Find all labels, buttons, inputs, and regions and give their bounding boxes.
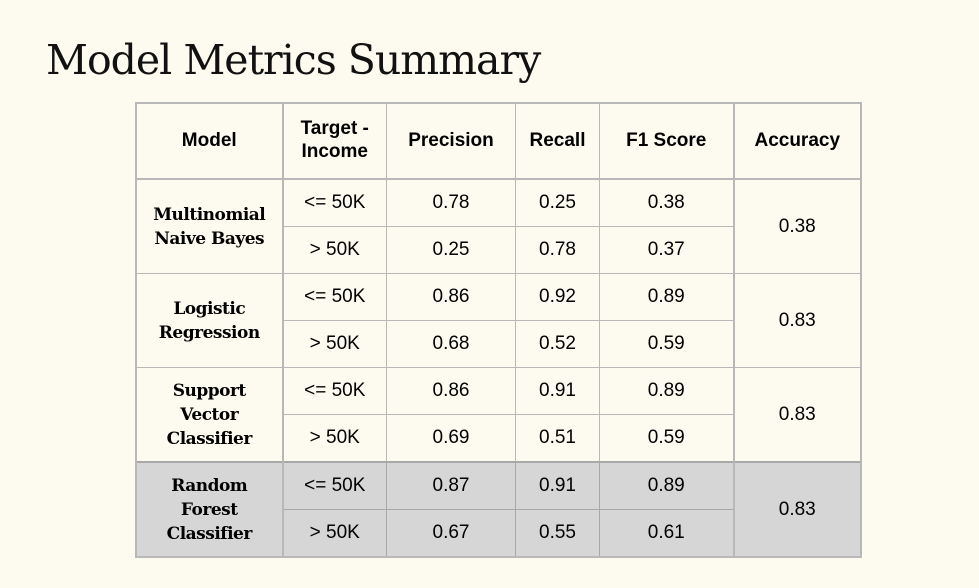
precision-cell: 0.68 — [386, 320, 516, 368]
model-name-line: Naive Bayes — [154, 228, 265, 249]
f1-score-cell: 0.89 — [599, 367, 734, 415]
model-name-line: Forest — [180, 499, 238, 520]
precision-cell: 0.25 — [386, 226, 516, 274]
f1-score-cell: 0.59 — [599, 320, 734, 368]
recall-cell: 0.52 — [515, 320, 600, 368]
model-name-cell: Multinomial Naive Bayes — [136, 178, 283, 274]
f1-score-cell: 0.61 — [599, 509, 734, 557]
model-name-cell: Logistic Regression — [136, 273, 283, 368]
page-title: Model Metrics Summary — [46, 36, 541, 84]
target-income-cell: > 50K — [281, 509, 387, 557]
target-income-cell: <= 50K — [281, 178, 387, 227]
model-name-cell: Support Vector Classifier — [136, 367, 283, 463]
accuracy-cell: 0.83 — [732, 461, 861, 557]
model-name-line: Vector — [180, 404, 239, 425]
header-f1-score: F1 Score — [599, 103, 734, 180]
model-name-line: Logistic — [173, 298, 246, 319]
table-row: Multinomial Naive Bayes <= 50K 0.78 0.25 0.38… — [136, 178, 861, 274]
model-name-line: Support — [172, 380, 247, 401]
f1-score-cell: 0.89 — [599, 461, 734, 510]
table-row: Support Vector Classifier <= 50K 0.86 0.91 0.8… — [136, 367, 861, 463]
target-income-cell: <= 50K — [281, 273, 387, 321]
precision-cell: 0.87 — [386, 461, 516, 510]
recall-cell: 0.25 — [515, 178, 600, 227]
accuracy-cell: 0.83 — [732, 367, 861, 463]
target-income-cell: > 50K — [281, 320, 387, 368]
target-income-cell: > 50K — [281, 226, 387, 274]
f1-score-cell: 0.38 — [599, 178, 734, 227]
model-name-line: Classifier — [166, 428, 253, 449]
accuracy-cell: 0.83 — [732, 273, 861, 368]
header-row: Model Target - Income Precision Recall F… — [136, 103, 861, 180]
header-target-line1: Target - — [300, 118, 369, 140]
precision-cell: 0.69 — [386, 414, 516, 463]
table-row: > 50K 0.68 0.52 0.59 — [137, 320, 861, 368]
metrics-table: Model Target - Income Precision Recall F… — [135, 102, 862, 558]
model-name-line: Regression — [158, 322, 260, 343]
recall-cell: 0.91 — [515, 461, 600, 510]
header-precision: Precision — [386, 103, 516, 180]
header-target-line2: Income — [301, 141, 369, 162]
header-model: Model — [136, 103, 283, 180]
header-target-income: Target - Income — [281, 103, 387, 180]
table-row: Logistic Regression <= 50K 0.86 0.92 0.89 0.83 — [136, 273, 861, 368]
recall-cell: 0.51 — [515, 414, 600, 463]
table-row: > 50K 0.25 0.78 0.37 — [137, 226, 861, 274]
model-name-line: Multinomial — [153, 204, 266, 225]
precision-cell: 0.86 — [386, 367, 516, 415]
target-income-cell: <= 50K — [281, 461, 387, 510]
table-row: > 50K 0.69 0.51 0.59 — [137, 414, 861, 463]
table-body: Multinomial Naive Bayes <= 50K 0.78 0.25 0.38… — [136, 178, 861, 557]
precision-cell: 0.86 — [386, 273, 516, 321]
recall-cell: 0.91 — [515, 367, 600, 415]
model-name-line: Classifier — [166, 523, 253, 544]
recall-cell: 0.78 — [515, 226, 600, 274]
model-name-line: Random — [171, 475, 248, 496]
header-accuracy: Accuracy — [732, 103, 861, 180]
header-recall: Recall — [515, 103, 600, 180]
accuracy-cell: 0.38 — [732, 178, 861, 274]
recall-cell: 0.92 — [515, 273, 600, 321]
f1-score-cell: 0.89 — [599, 273, 734, 321]
target-income-cell: <= 50K — [281, 367, 387, 415]
precision-cell: 0.67 — [386, 509, 516, 557]
f1-score-cell: 0.59 — [599, 414, 734, 463]
model-name-cell: Random Forest Classifier — [136, 461, 283, 557]
recall-cell: 0.55 — [515, 509, 600, 557]
target-income-cell: > 50K — [281, 414, 387, 463]
table-row: Random Forest Classifier <= 50K 0.87 0.91 0.89… — [136, 461, 861, 557]
f1-score-cell: 0.37 — [599, 226, 734, 274]
table-row: > 50K 0.67 0.55 0.61 — [137, 509, 861, 557]
precision-cell: 0.78 — [386, 178, 516, 227]
